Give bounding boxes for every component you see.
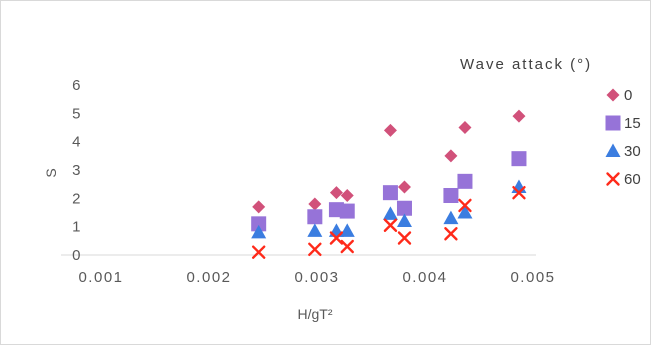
point-series-0 <box>252 200 266 214</box>
point-series-60 <box>397 231 412 245</box>
x-tick-label: 0.001 <box>78 269 123 286</box>
point-series-30 <box>382 206 398 220</box>
legend-marker-30 <box>605 143 621 157</box>
x-stroke-b <box>397 231 412 245</box>
point-series-15 <box>443 188 459 203</box>
point-series-30 <box>307 223 323 237</box>
point-series-0 <box>397 180 411 194</box>
legend-marker-15 <box>605 115 621 131</box>
point-series-15 <box>307 209 323 225</box>
x-axis-ticks: 0.001 0.002 0.003 0.004 0.005 <box>78 269 555 286</box>
x-stroke-b <box>383 218 398 232</box>
legend-label-60: 60 <box>624 171 641 188</box>
point-series-60 <box>512 185 526 200</box>
point-series-30 <box>443 210 459 225</box>
legend-title: Wave attack (°) <box>460 56 592 73</box>
legend-label-0: 0 <box>624 87 632 104</box>
point-series-15 <box>457 173 473 189</box>
legend-label-30: 30 <box>624 143 641 160</box>
x-stroke-b <box>340 239 354 254</box>
point-series-60 <box>383 218 398 232</box>
point-series-0 <box>308 197 322 211</box>
point-series-30 <box>457 205 473 219</box>
point-series-60 <box>329 231 344 245</box>
point-series-60 <box>340 239 354 254</box>
point-series-15 <box>396 200 412 216</box>
x-tick-label: 0.005 <box>510 269 555 286</box>
point-series-15 <box>511 151 527 167</box>
point-series-0 <box>444 149 458 163</box>
point-series-60 <box>251 245 266 259</box>
point-series-0 <box>340 189 354 202</box>
point-series-0 <box>329 186 343 200</box>
point-series-60 <box>308 242 322 257</box>
x-stroke-b <box>308 242 322 257</box>
data-markers <box>251 109 527 259</box>
legend: 0 15 30 60 <box>605 87 641 188</box>
point-series-15 <box>339 203 355 219</box>
point-series-60 <box>458 198 472 213</box>
point-series-15 <box>251 216 267 232</box>
point-series-30 <box>251 224 267 239</box>
y-tick-label: 1 <box>72 219 82 236</box>
y-axis-title: S <box>43 168 59 177</box>
legend-marker-60 <box>606 172 620 186</box>
point-series-0 <box>512 109 526 123</box>
y-tick-label: 6 <box>72 77 82 94</box>
x-axis-title: H/gT² <box>298 306 333 322</box>
point-series-30 <box>396 213 412 227</box>
x-stroke-b <box>251 245 266 259</box>
y-tick-label: 3 <box>72 162 82 179</box>
x-tick-label: 0.004 <box>402 269 447 286</box>
x-tick-label: 0.002 <box>186 269 231 286</box>
x-stroke-b <box>329 231 344 245</box>
y-tick-label: 2 <box>72 190 82 207</box>
point-series-60 <box>444 227 458 241</box>
x-stroke-b <box>458 198 472 213</box>
point-series-30 <box>339 223 355 237</box>
point-series-0 <box>383 123 397 137</box>
point-series-0 <box>458 121 472 134</box>
legend-label-15: 15 <box>624 115 641 132</box>
legend-marker-0 <box>606 88 620 102</box>
x-tick-label: 0.003 <box>294 269 339 286</box>
x-stroke-b <box>606 172 620 186</box>
point-series-15 <box>382 185 398 201</box>
x-stroke-b <box>444 227 458 241</box>
y-tick-label: 5 <box>72 105 82 122</box>
y-tick-label: 4 <box>72 134 82 151</box>
y-axis-ticks: 0 1 2 3 4 5 6 <box>72 77 82 264</box>
x-stroke-b <box>512 185 526 200</box>
y-tick-label: 0 <box>72 247 82 264</box>
